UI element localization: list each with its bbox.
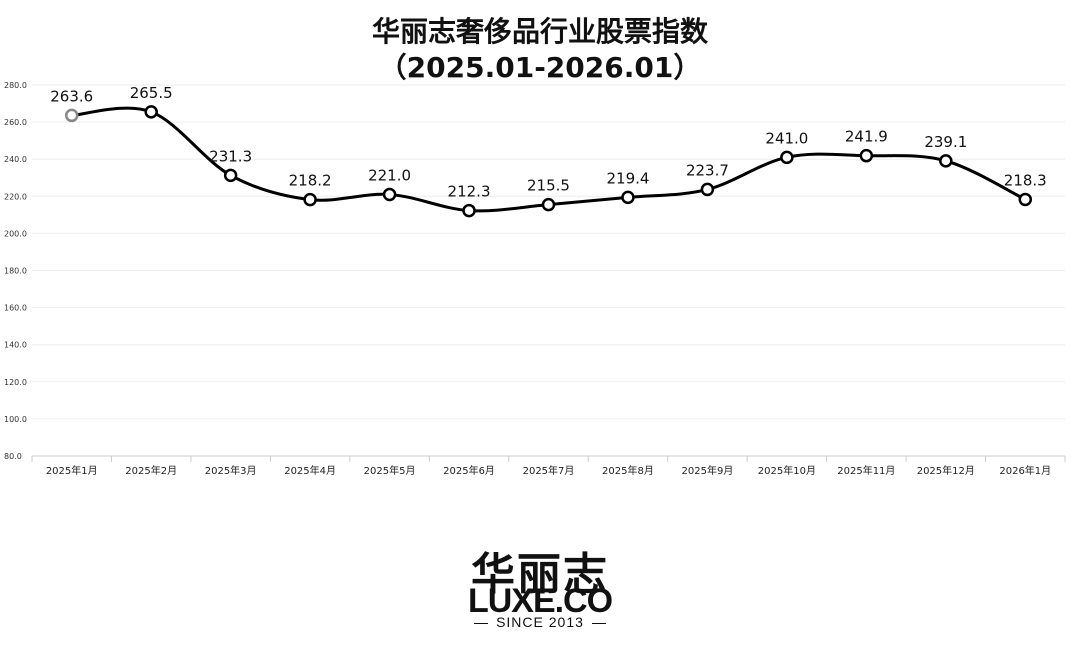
- x-tick-label: 2026年1月: [999, 464, 1051, 477]
- data-point: [780, 150, 794, 165]
- since-text: SINCE 2013: [496, 614, 584, 630]
- y-tick-label: 200.0: [4, 229, 27, 238]
- x-tick-label: 2025年7月: [523, 464, 575, 477]
- data-point: [64, 108, 79, 123]
- data-label: 218.2: [289, 172, 332, 190]
- data-point: [382, 187, 397, 202]
- y-tick-label: 240.0: [4, 155, 27, 164]
- line-chart: 80.0 100.0 120.0 140.0 160.0 180.0 200.0 220.0 2…: [4, 81, 1066, 477]
- data-label: 223.7: [686, 161, 729, 179]
- data-point: [621, 190, 635, 205]
- y-tick-label: 80.0: [4, 452, 22, 461]
- x-tick-label: 2025年4月: [284, 464, 336, 477]
- logo-chinese-text: 华丽志: [471, 549, 609, 600]
- data-label: 215.5: [527, 177, 570, 195]
- logo-since: SINCE 2013: [0, 614, 1080, 630]
- y-tick-label: 220.0: [4, 192, 27, 201]
- x-tick-label: 2025年3月: [205, 464, 257, 477]
- x-tick-label: 2025年10月: [758, 464, 816, 477]
- dash-right: [591, 622, 606, 625]
- x-tick-label: 2025年2月: [125, 464, 177, 477]
- y-tick-label: 100.0: [4, 415, 27, 424]
- y-tick-label: 180.0: [4, 267, 27, 276]
- y-tick-label: 140.0: [4, 341, 27, 350]
- data-point: [462, 203, 476, 218]
- data-point: [541, 197, 556, 212]
- dash-left: [474, 622, 489, 625]
- data-label: 212.3: [448, 183, 491, 201]
- data-label: 241.9: [845, 128, 888, 146]
- x-tick-label: 2025年12月: [917, 464, 975, 477]
- data-label: 239.1: [924, 133, 967, 151]
- x-tick-label: 2025年6月: [443, 464, 495, 477]
- data-point: [939, 154, 953, 168]
- data-label: 218.3: [1004, 171, 1047, 189]
- data-label: 219.4: [606, 169, 649, 187]
- x-tick-label: 2025年9月: [682, 464, 734, 477]
- data-point: [859, 148, 874, 163]
- data-point: [1018, 192, 1033, 207]
- data-point: [223, 168, 238, 183]
- data-label: 221.0: [368, 166, 411, 184]
- y-tick-label: 120.0: [4, 378, 27, 387]
- data-label: 241.0: [765, 129, 808, 147]
- y-tick-label: 160.0: [4, 304, 27, 313]
- data-point: [700, 182, 715, 197]
- y-tick-label: 280.0: [4, 81, 27, 90]
- x-tick-label: 2025年8月: [602, 464, 654, 477]
- logo-english-text: LUXE.CO: [467, 582, 613, 620]
- x-tick-label: 2025年1月: [46, 464, 98, 477]
- data-point: [144, 105, 158, 119]
- data-label: 263.6: [50, 87, 93, 105]
- x-tick-label: 2025年11月: [837, 464, 895, 477]
- y-tick-label: 260.0: [4, 118, 27, 127]
- x-tick-label: 2025年5月: [364, 464, 416, 477]
- chart-subtitle: （2025.01-2026.01）: [378, 51, 702, 84]
- data-label: 265.5: [130, 84, 173, 102]
- data-point: [303, 192, 317, 207]
- data-label: 231.3: [209, 147, 252, 165]
- chart-title: 华丽志奢侈品行业股票指数: [371, 15, 708, 48]
